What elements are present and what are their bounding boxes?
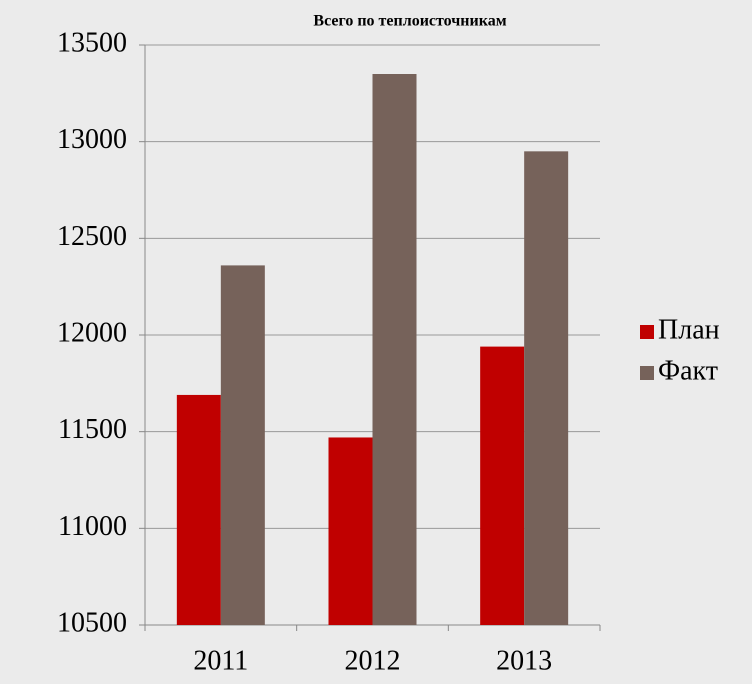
legend-label: Факт xyxy=(658,355,718,386)
chart-title: Всего по теплоисточникам xyxy=(313,13,506,30)
bar xyxy=(328,437,373,625)
bar xyxy=(220,265,265,625)
y-tick-label: 13500 xyxy=(57,27,127,58)
x-tick-label: 2012 xyxy=(345,645,401,676)
y-tick-label: 13000 xyxy=(57,124,127,155)
legend-label: План xyxy=(658,314,720,345)
x-tick-label: 2011 xyxy=(193,645,248,676)
legend-swatch xyxy=(640,325,654,339)
y-tick-label: 11500 xyxy=(58,414,127,445)
bar xyxy=(372,74,417,625)
bar xyxy=(480,346,525,625)
bar xyxy=(176,394,221,625)
bar xyxy=(524,151,569,626)
y-tick-label: 12000 xyxy=(57,317,127,348)
x-tick-label: 2013 xyxy=(496,645,552,676)
y-tick-label: 10500 xyxy=(57,607,127,638)
y-tick-label: 12500 xyxy=(57,221,127,252)
y-tick-label: 11000 xyxy=(58,511,127,542)
legend-swatch xyxy=(640,366,654,380)
